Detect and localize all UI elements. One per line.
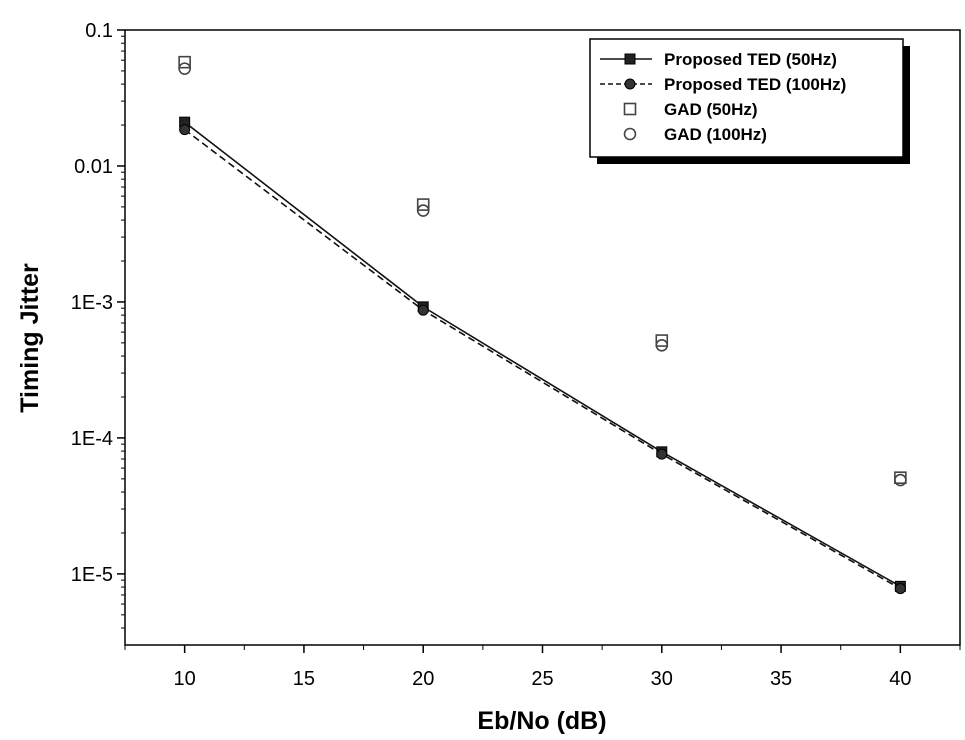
axis-ticks <box>117 29 961 653</box>
x-tick-label: 40 <box>889 668 911 690</box>
data-point <box>894 473 907 487</box>
x-tick-label: 15 <box>293 668 315 690</box>
legend-marker <box>624 78 636 90</box>
legend-entry: GAD (50Hz) <box>623 100 758 119</box>
y-axis-title: Timing Jitter <box>16 263 44 413</box>
series-3 <box>178 62 907 487</box>
x-axis-title: Eb/No (dB) <box>477 707 606 735</box>
data-point <box>894 583 906 595</box>
x-tick-label: 35 <box>770 668 792 690</box>
data-point <box>655 338 669 352</box>
y-tick-label: 0.01 <box>74 156 113 178</box>
legend-marker <box>623 102 637 116</box>
data-point <box>416 204 430 217</box>
axis-tick-labels: 10 15 20 25 30 35 40 0.1 0.01 1E-3 1E-4 1E-5 <box>71 20 912 690</box>
data-point <box>655 334 669 347</box>
data-point <box>656 448 668 460</box>
data-point <box>178 62 191 75</box>
series-line <box>184 121 901 588</box>
data-point <box>179 124 191 136</box>
legend-label: Proposed TED (50Hz) <box>664 50 837 69</box>
x-tick-label: 20 <box>412 668 434 690</box>
y-tick-label: 0.1 <box>85 20 113 42</box>
data-point <box>417 304 429 316</box>
y-tick-label: 1E-4 <box>71 428 113 450</box>
legend-label: Proposed TED (100Hz) <box>664 75 846 94</box>
series-layer <box>178 55 907 595</box>
legend: Proposed TED (50Hz) Proposed TED (100Hz) G… <box>589 38 910 164</box>
series-1 <box>179 124 906 595</box>
series-line <box>184 129 901 590</box>
legend-label: GAD (100Hz) <box>664 125 767 144</box>
legend-entry: GAD (100Hz) <box>623 125 767 144</box>
y-tick-label: 1E-3 <box>71 292 113 314</box>
x-tick-label: 10 <box>174 668 196 690</box>
x-tick-label: 30 <box>651 668 673 690</box>
legend-label: GAD (50Hz) <box>664 100 758 119</box>
legend-entry: Proposed TED (50Hz) <box>600 50 837 69</box>
x-tick-label: 25 <box>531 668 553 690</box>
data-point <box>178 55 191 69</box>
y-tick-label: 1E-5 <box>71 564 113 586</box>
legend-marker <box>623 127 637 141</box>
data-point <box>416 198 430 211</box>
legend-entry: Proposed TED (100Hz) <box>600 75 846 94</box>
legend-marker <box>624 53 636 65</box>
